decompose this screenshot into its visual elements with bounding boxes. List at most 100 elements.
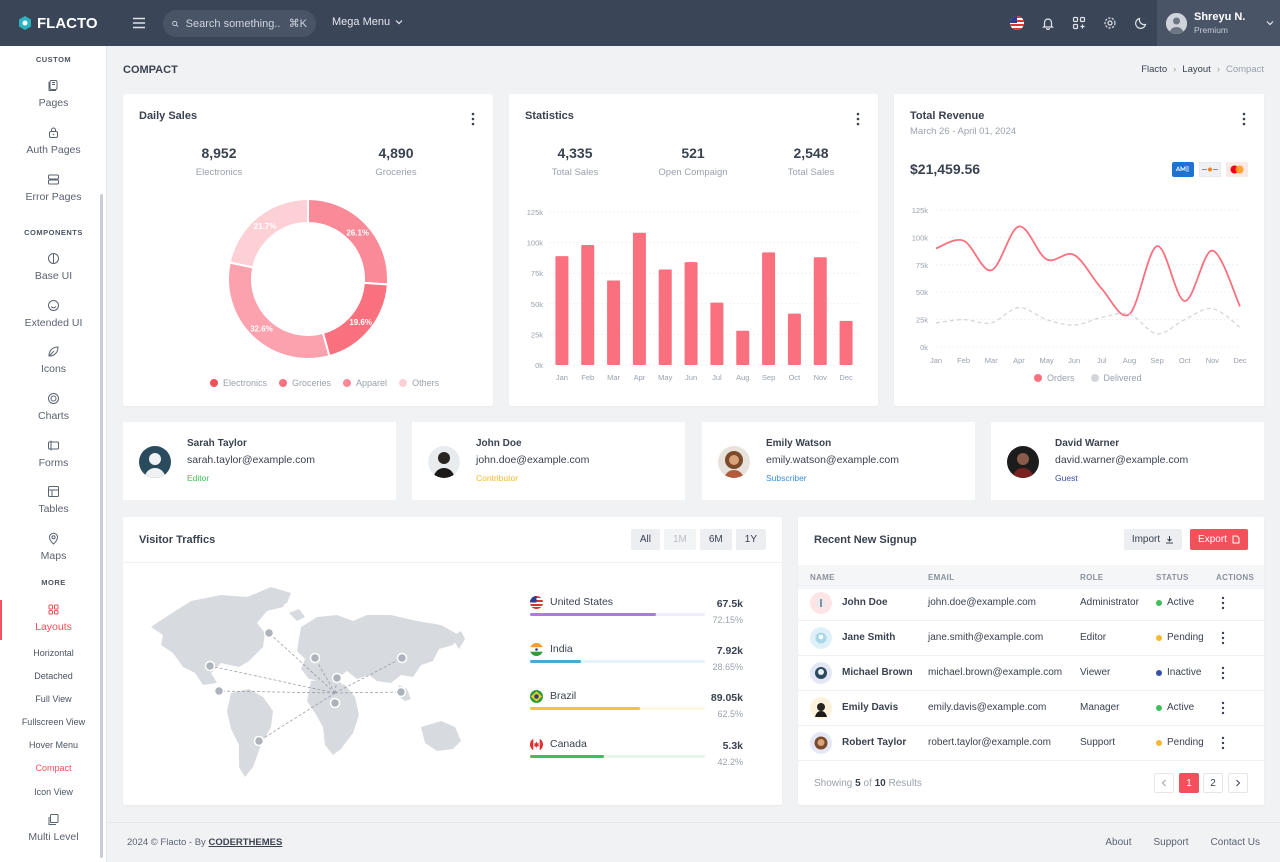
table-row[interactable]: Robert Taylor robert.taylor@example.com … bbox=[798, 725, 1264, 760]
brand-logo[interactable]: FLACTO bbox=[0, 0, 107, 46]
avatar bbox=[810, 732, 832, 754]
contact-card[interactable]: John Doe john.doe@example.com Contributo… bbox=[412, 422, 685, 500]
footer-link-about[interactable]: About bbox=[1105, 837, 1132, 848]
sidebar-item-icons[interactable]: Icons bbox=[0, 338, 107, 382]
sidebar-item-tables[interactable]: Tables bbox=[0, 478, 107, 522]
table-row[interactable]: John Doe john.doe@example.com Administra… bbox=[798, 585, 1264, 620]
footer-link-support[interactable]: Support bbox=[1153, 837, 1189, 848]
sidebar-item-layouts[interactable]: Layouts bbox=[0, 596, 107, 640]
contact-card[interactable]: Emily Watson emily.watson@example.com Su… bbox=[702, 422, 975, 500]
moon-icon[interactable] bbox=[1132, 15, 1149, 32]
time-filter: All 1M 6M 1Y bbox=[630, 529, 766, 550]
sidebar-item-multi-level[interactable]: Multi Level bbox=[0, 806, 107, 850]
more-vertical-icon[interactable] bbox=[1221, 631, 1225, 645]
sidebar-sub-compact[interactable]: Compact bbox=[35, 763, 72, 773]
more-vertical-icon[interactable] bbox=[1221, 736, 1225, 750]
table-row[interactable]: Jane Smith jane.smith@example.com Editor… bbox=[798, 620, 1264, 655]
table-row[interactable]: Emily Davis emily.davis@example.com Mana… bbox=[798, 690, 1264, 725]
pagination-page-1[interactable]: 1 bbox=[1179, 773, 1199, 793]
mastercard-icon bbox=[1226, 162, 1248, 177]
search-shortcut: ⌘K bbox=[288, 18, 307, 30]
menu-icon[interactable] bbox=[131, 15, 147, 31]
sidebar-section-custom: CUSTOM bbox=[35, 55, 72, 64]
legend-label: Others bbox=[412, 378, 440, 388]
pages-icon bbox=[48, 80, 58, 91]
results-summary: Showing 5 of 10 Results bbox=[814, 778, 922, 789]
search-box[interactable]: ⌘K bbox=[163, 10, 316, 37]
footer: 2024 © Flacto - By CODERTHEMES About Sup… bbox=[107, 822, 1280, 862]
y-tick-label: 50k bbox=[531, 300, 543, 309]
us-flag-icon[interactable] bbox=[1008, 15, 1025, 32]
country-value: 67.5k bbox=[716, 598, 743, 610]
legend-item[interactable]: Delivered bbox=[1090, 373, 1142, 383]
footer-link-contact[interactable]: Contact Us bbox=[1210, 837, 1260, 848]
sidebar-item-extended-ui[interactable]: Extended UI bbox=[0, 292, 107, 336]
sidebar-sub-detached[interactable]: Detached bbox=[34, 671, 73, 681]
column-header[interactable]: ACTIONS bbox=[1216, 573, 1255, 582]
legend-item[interactable]: Electronics bbox=[210, 378, 267, 388]
sidebar-item-maps[interactable]: Maps bbox=[0, 525, 107, 569]
sidebar-item-pages[interactable]: Pages bbox=[0, 72, 107, 116]
sidebar-sub-fullscreen-view[interactable]: Fullscreen View bbox=[21, 717, 86, 727]
sidebar-scrollbar[interactable] bbox=[100, 194, 103, 858]
sidebar-sub-horizontal[interactable]: Horizontal bbox=[33, 648, 74, 658]
legend-item[interactable]: Others bbox=[399, 378, 439, 388]
breadcrumb-item[interactable]: Layout bbox=[1182, 64, 1211, 75]
country-value: 5.3k bbox=[722, 740, 743, 752]
apps-icon[interactable] bbox=[1070, 15, 1087, 32]
sidebar-item-auth-pages[interactable]: Auth Pages bbox=[0, 119, 107, 163]
mega-menu[interactable]: Mega Menu bbox=[332, 16, 403, 28]
sidebar-sub-full-view[interactable]: Full View bbox=[35, 694, 72, 704]
slice-label: 32.6% bbox=[250, 325, 273, 334]
more-vertical-icon[interactable] bbox=[1221, 701, 1225, 715]
column-header[interactable]: ROLE bbox=[1080, 573, 1104, 582]
import-button[interactable]: Import bbox=[1124, 529, 1182, 550]
sidebar-sub-icon-view[interactable]: Icon View bbox=[34, 787, 73, 797]
contact-card[interactable]: David Warner david.warner@example.com Gu… bbox=[991, 422, 1264, 500]
export-button[interactable]: Export bbox=[1190, 529, 1248, 550]
y-tick-label: 50k bbox=[916, 288, 928, 297]
table-row[interactable]: Michael Brown michael.brown@example.com … bbox=[798, 655, 1264, 690]
author-link[interactable]: CODERTHEMES bbox=[208, 837, 283, 848]
gear-icon[interactable] bbox=[1101, 15, 1118, 32]
legend-item[interactable]: Apparel bbox=[343, 378, 387, 388]
column-header[interactable]: NAME bbox=[810, 573, 835, 582]
user-menu[interactable]: Shreyu N. Premium bbox=[1157, 0, 1280, 46]
column-header[interactable]: STATUS bbox=[1156, 573, 1189, 582]
status-dot bbox=[1156, 704, 1162, 711]
filter-6m-button[interactable]: 6M bbox=[699, 529, 732, 550]
legend-label: Electronics bbox=[223, 378, 268, 388]
y-tick-label: 125k bbox=[912, 206, 929, 215]
filter-all-button[interactable]: All bbox=[630, 529, 660, 550]
more-vertical-icon[interactable] bbox=[1242, 112, 1246, 126]
sidebar-item-charts[interactable]: Charts bbox=[0, 385, 107, 429]
target-icon bbox=[48, 393, 59, 404]
sidebar-sub-hover-menu[interactable]: Hover Menu bbox=[28, 740, 79, 750]
bell-icon[interactable] bbox=[1039, 15, 1056, 32]
column-header[interactable]: EMAIL bbox=[928, 573, 955, 582]
breadcrumb-item[interactable]: Flacto bbox=[1141, 64, 1168, 75]
y-tick-label: 100k bbox=[912, 233, 929, 242]
sidebar-item-error-pages[interactable]: Error Pages bbox=[0, 166, 107, 210]
more-vertical-icon[interactable] bbox=[856, 112, 860, 126]
legend-item[interactable]: Groceries bbox=[279, 378, 331, 388]
filter-1y-button[interactable]: 1Y bbox=[735, 529, 766, 550]
avatar bbox=[810, 627, 832, 649]
sidebar-item-forms[interactable]: Forms bbox=[0, 432, 107, 476]
contact-card[interactable]: Sarah Taylor sarah.taylor@example.com Ed… bbox=[123, 422, 396, 500]
y-tick-label: 75k bbox=[531, 269, 543, 278]
legend-item[interactable]: Orders bbox=[1034, 373, 1075, 383]
more-vertical-icon[interactable] bbox=[1221, 666, 1225, 680]
table-icon bbox=[48, 486, 59, 497]
sidebar-item-base-ui[interactable]: Base UI bbox=[0, 245, 107, 289]
legend-label: Groceries bbox=[292, 378, 332, 388]
search-input[interactable] bbox=[185, 17, 282, 30]
user-email: robert.taylor@example.com bbox=[928, 737, 1051, 748]
pagination-page-2[interactable]: 2 bbox=[1203, 773, 1223, 793]
legend-label: Delivered bbox=[1103, 373, 1142, 383]
more-vertical-icon[interactable] bbox=[471, 112, 475, 126]
pagination-next-button[interactable] bbox=[1228, 773, 1248, 793]
filter-1m-button[interactable]: 1M bbox=[663, 529, 696, 550]
pagination-prev-button[interactable] bbox=[1154, 773, 1174, 793]
more-vertical-icon[interactable] bbox=[1221, 596, 1225, 610]
